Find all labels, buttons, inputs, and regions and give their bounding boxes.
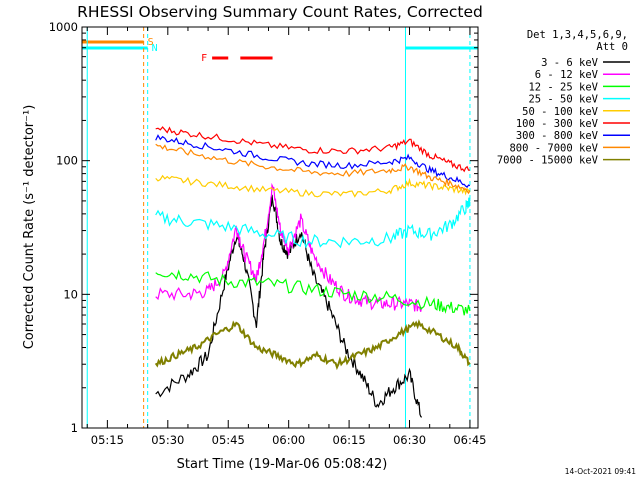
y-tick-label: 10	[63, 287, 78, 301]
flag-label: S	[148, 37, 154, 48]
series-layer	[154, 126, 471, 418]
legend-label: 800 - 7000 keV	[509, 142, 598, 154]
legend-label: 50 - 100 keV	[522, 106, 599, 118]
vertical-line-layer	[86, 27, 471, 428]
series-line-1	[155, 194, 423, 418]
plot-frame	[81, 26, 479, 429]
series-line-3	[155, 269, 471, 316]
x-tick-label: 06:15	[333, 433, 366, 447]
x-tick-label: 05:15	[91, 433, 124, 447]
legend-label: 3 - 6 keV	[541, 57, 599, 69]
y-tick-label: 1000	[49, 20, 78, 34]
series-line-7	[155, 134, 471, 188]
axes-layer: 1 10 100 1000 05:15 05:30 05:45 06:00 06:15 06:30…	[49, 20, 487, 447]
legend-label: 100 - 300 keV	[516, 118, 599, 130]
flag-label: F	[201, 53, 207, 64]
footer-timestamp: 14-Oct-2021 09:41	[565, 467, 636, 476]
chart-title: RHESSI Observing Summary Count Rates, Co…	[77, 3, 483, 21]
series-line-9	[154, 319, 471, 371]
series-line-6	[155, 126, 470, 173]
flag-layer: SN F	[82, 37, 478, 64]
legend-label: 25 - 50 keV	[528, 94, 598, 106]
x-tick-label: 06:00	[272, 433, 305, 447]
x-tick-label: 06:30	[393, 433, 426, 447]
legend-label: 12 - 25 keV	[528, 81, 598, 93]
series-line-8	[155, 143, 471, 195]
series-line-4	[155, 197, 471, 249]
x-tick-label: 05:30	[151, 433, 184, 447]
x-axis-label: Start Time (19-Mar-06 05:08:42)	[177, 457, 388, 472]
flag-label: N	[152, 43, 158, 54]
legend-header: Att 0	[596, 41, 628, 53]
legend-label: 6 - 12 keV	[535, 69, 599, 81]
y-tick-label: 1	[71, 421, 78, 435]
x-tick-label: 06:45	[453, 433, 486, 447]
legend-header: Det 1,3,4,5,6,9,	[527, 29, 628, 41]
legend-label: 300 - 800 keV	[516, 130, 599, 142]
x-tick-label: 05:45	[212, 433, 245, 447]
y-tick-label: 100	[56, 154, 78, 168]
y-axis-label: Corrected Count Rate (s⁻¹ detector⁻¹)	[22, 105, 37, 350]
legend-label: 7000 - 15000 keV	[497, 155, 599, 167]
series-line-5	[155, 174, 471, 198]
